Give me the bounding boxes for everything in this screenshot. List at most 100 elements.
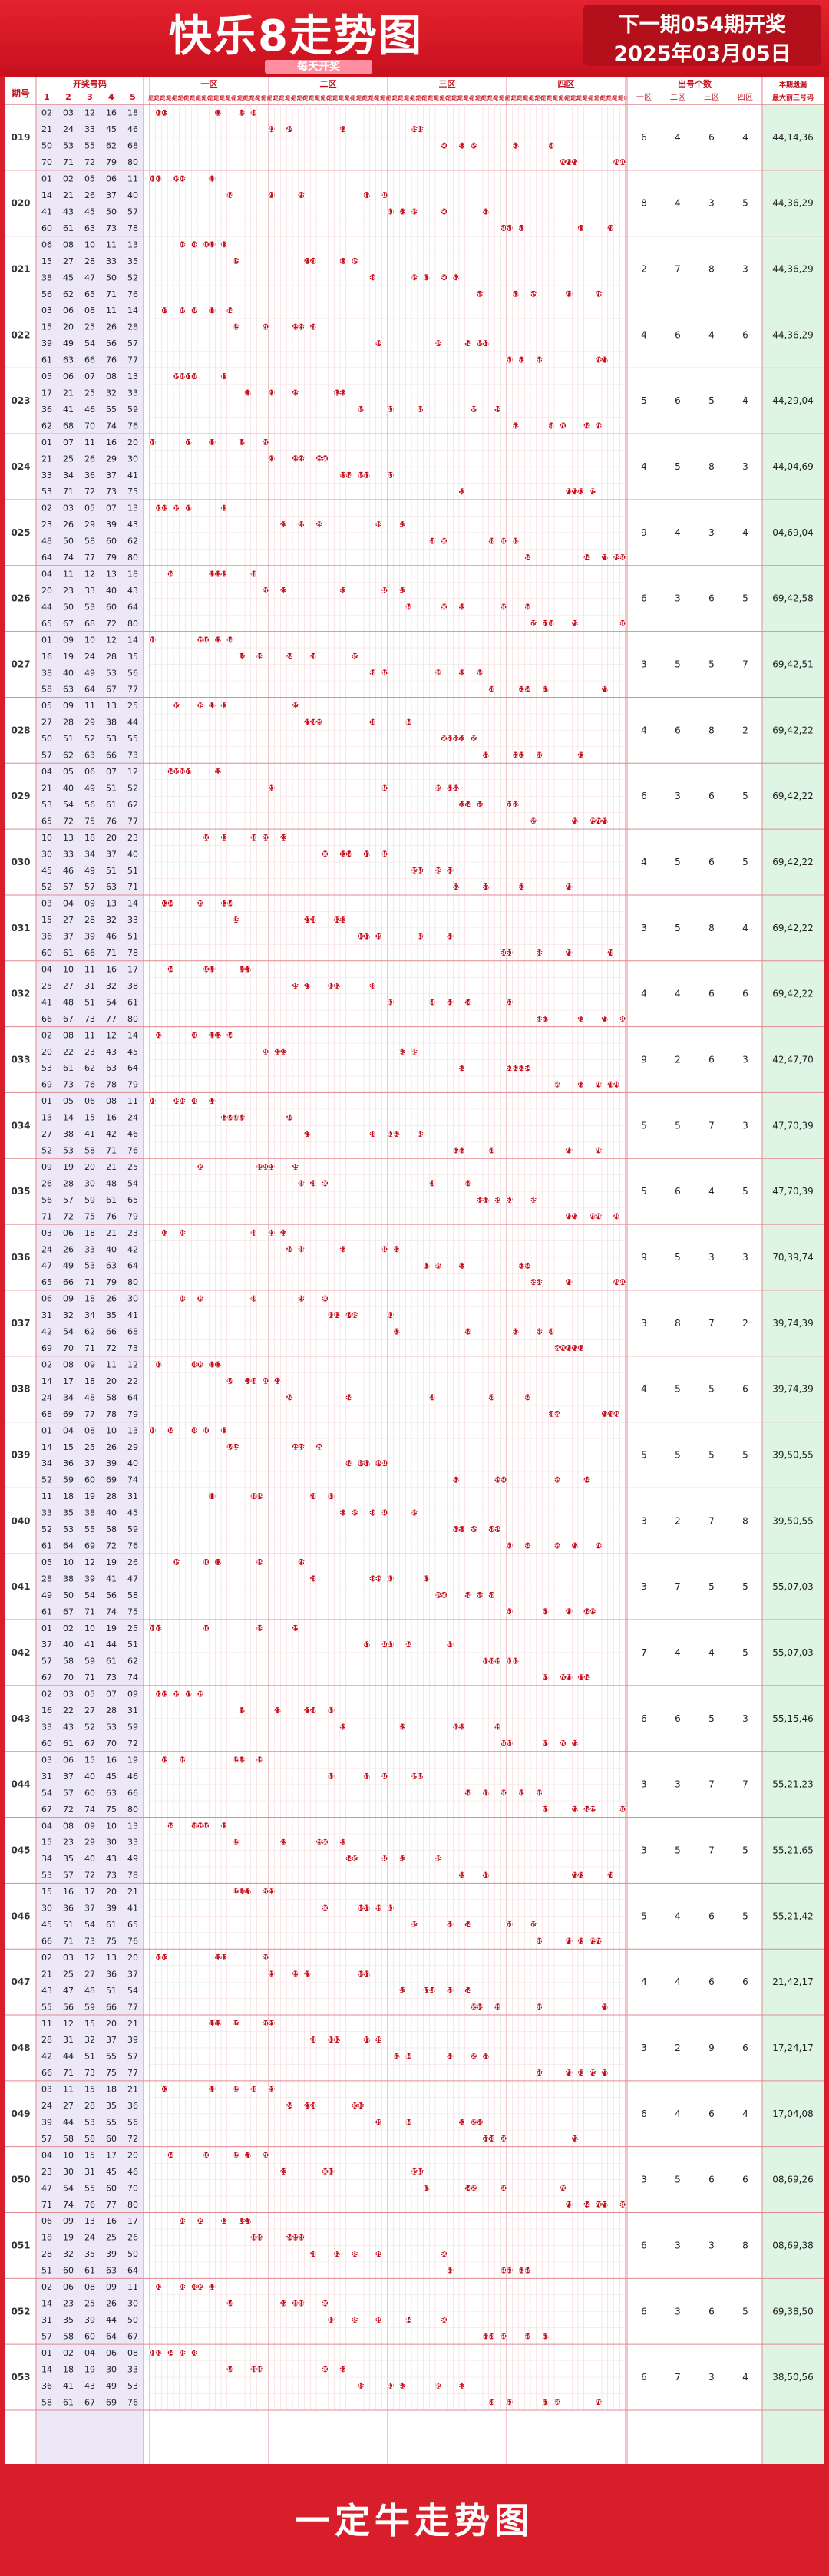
number-ball-label: 49 [434, 867, 442, 874]
draw-number: 49 [106, 2381, 117, 2391]
number-ball-label: 63 [517, 752, 525, 759]
draw-number: 40 [127, 190, 138, 200]
draw-number: 14 [41, 2299, 52, 2309]
draw-number: 72 [63, 816, 74, 826]
number-ball-label: 13 [220, 834, 228, 841]
number-ball [358, 1970, 365, 1977]
number-ball-label: 33 [339, 1839, 347, 1846]
number-ball-label: 40 [381, 669, 388, 676]
draw-number: 21 [63, 388, 74, 398]
number-ball-label: 17 [244, 1378, 252, 1385]
tail-label: 尾1 [267, 95, 276, 101]
max-gap-numbers: 17,04,08 [772, 2109, 813, 2119]
max-gap-numbers: 55,07,03 [772, 1647, 813, 1658]
number-ball-label: 34 [345, 1312, 352, 1319]
number-ball [411, 1509, 418, 1516]
number-ball [233, 1756, 239, 1763]
draw-number: 17 [41, 388, 52, 398]
draw-number: 23 [127, 1228, 138, 1238]
zone-count: 5 [675, 1252, 681, 1263]
zone-count: 3 [641, 1779, 647, 1790]
number-ball-label: 46 [416, 867, 424, 874]
number-col-label: 3 [87, 92, 93, 102]
number-ball [322, 850, 329, 857]
number-ball-label: 18 [249, 2086, 257, 2093]
number-ball-label: 37 [363, 1905, 371, 1912]
number-ball [482, 2135, 489, 2142]
number-ball-label: 45 [411, 208, 418, 215]
number-ball-label: 28 [309, 258, 317, 265]
number-ball-label: 72 [571, 1213, 579, 1220]
number-ball [458, 1147, 465, 1154]
number-ball [405, 603, 412, 610]
zone-count: 3 [708, 1252, 715, 1263]
draw-number: 12 [63, 2019, 74, 2029]
draw-number: 40 [106, 586, 117, 596]
number-ball-label: 70 [559, 2185, 566, 2191]
number-ball [203, 834, 210, 841]
draw-number: 52 [41, 1146, 52, 1156]
zone-count: 8 [641, 198, 647, 209]
number-ball-label: 13 [220, 1822, 228, 1829]
number-ball-label: 59 [494, 1477, 501, 1484]
footer-banner: 一定牛走势图 [0, 2470, 829, 2576]
number-ball [583, 1608, 590, 1615]
number-ball-label: 74 [583, 2201, 590, 2208]
draw-number: 51 [106, 783, 117, 793]
draw-number: 19 [63, 2233, 74, 2243]
number-col-label: 2 [65, 92, 71, 102]
draw-number: 23 [84, 1047, 95, 1057]
number-ball [536, 2069, 543, 2076]
draw-number: 12 [84, 1557, 95, 1567]
number-ball-label: 37 [363, 1970, 371, 1977]
number-ball-label: 60 [500, 538, 507, 545]
zone-count: 7 [675, 2372, 681, 2383]
number-ball-label: 23 [279, 1049, 287, 1055]
number-ball [363, 191, 370, 199]
page-title: 快乐8走势图 [169, 12, 423, 61]
number-ball [334, 916, 341, 923]
draw-number: 11 [84, 701, 95, 711]
number-ball-label: 56 [476, 291, 484, 298]
draw-number: 28 [41, 1574, 52, 1584]
number-ball-label: 26 [297, 2234, 305, 2241]
number-ball [161, 109, 168, 116]
number-ball [458, 142, 465, 149]
number-ball-label: 38 [368, 274, 376, 281]
draw-number: 38 [63, 1574, 74, 1584]
number-ball-label: 54 [464, 1180, 471, 1187]
number-ball [417, 867, 424, 874]
number-ball [619, 2201, 626, 2208]
draw-number: 51 [84, 2052, 95, 2062]
number-ball [179, 1229, 186, 1236]
number-ball-label: 03 [160, 505, 168, 512]
draw-number: 04 [63, 899, 74, 909]
draw-number: 48 [106, 1178, 117, 1188]
number-ball-label: 20 [262, 1164, 269, 1171]
number-ball [339, 1838, 346, 1845]
number-ball [423, 1986, 430, 1993]
number-ball-label: 15 [232, 258, 239, 265]
number-ball-label: 13 [220, 1427, 228, 1434]
number-ball [203, 241, 210, 248]
draw-number: 24 [63, 124, 74, 134]
draw-number: 67 [63, 1014, 74, 1024]
number-ball [572, 1805, 579, 1812]
issue-label: 048 [11, 2043, 30, 2053]
draw-number: 06 [63, 1228, 74, 1238]
number-ball-label: 03 [160, 110, 168, 117]
number-ball-label: 55 [470, 1526, 477, 1533]
number-ball [494, 1723, 501, 1730]
number-ball-label: 60 [500, 225, 507, 232]
number-ball-label: 63 [517, 1065, 525, 1072]
number-ball [209, 307, 216, 314]
draw-number: 76 [127, 1541, 138, 1551]
draw-number: 11 [127, 174, 138, 184]
draw-number: 13 [127, 504, 138, 514]
number-ball-label: 06 [178, 1296, 186, 1303]
number-ball [197, 1361, 203, 1368]
number-ball [209, 2086, 216, 2092]
number-ball-label: 41 [387, 208, 395, 215]
number-ball-label: 27 [303, 1707, 311, 1714]
number-ball-label: 23 [279, 1230, 287, 1237]
